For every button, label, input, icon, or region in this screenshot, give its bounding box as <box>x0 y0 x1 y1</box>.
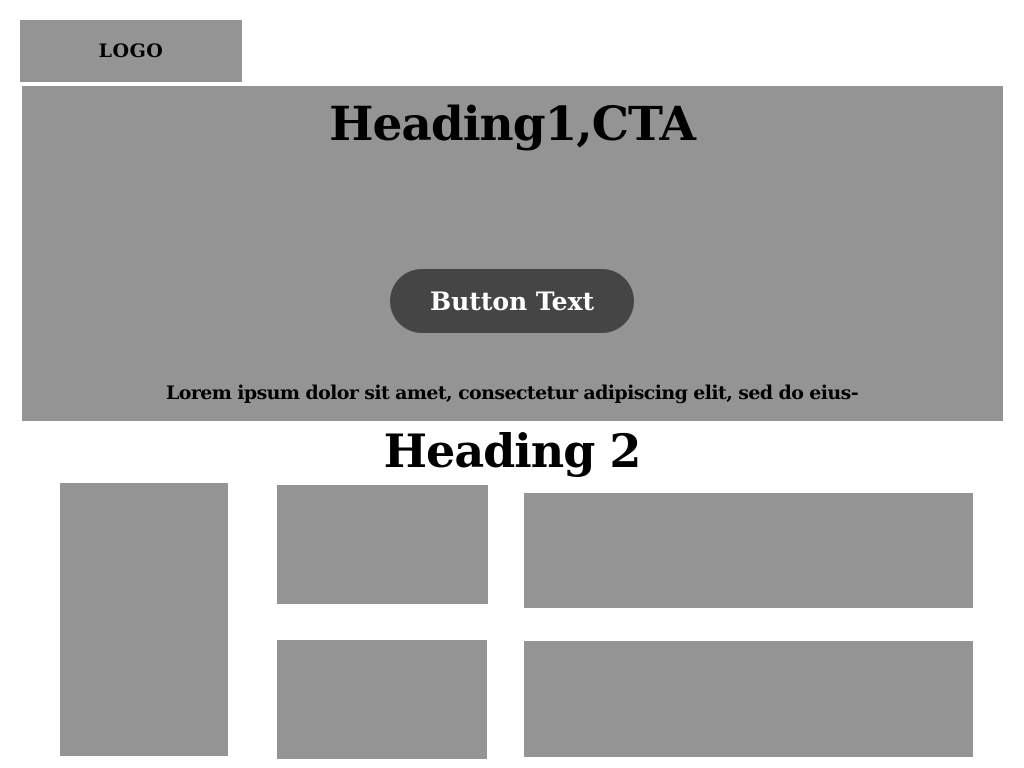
section-heading: Heading 2 <box>383 424 642 478</box>
image-placeholder-wide-top <box>524 493 973 608</box>
cta-button[interactable]: Button Text <box>390 269 634 333</box>
image-placeholder-small-bottom <box>277 640 487 759</box>
hero-section <box>22 86 1003 421</box>
hero-heading: Heading1,CTA <box>329 97 696 152</box>
image-placeholder-small-top <box>277 485 488 604</box>
logo-label: LOGO <box>98 40 164 62</box>
image-placeholder-tall <box>60 483 228 756</box>
logo-placeholder[interactable]: LOGO <box>20 20 242 82</box>
image-placeholder-wide-bottom <box>524 641 973 757</box>
hero-body-text: Lorem ipsum dolor sit amet, consectetur … <box>166 382 859 404</box>
